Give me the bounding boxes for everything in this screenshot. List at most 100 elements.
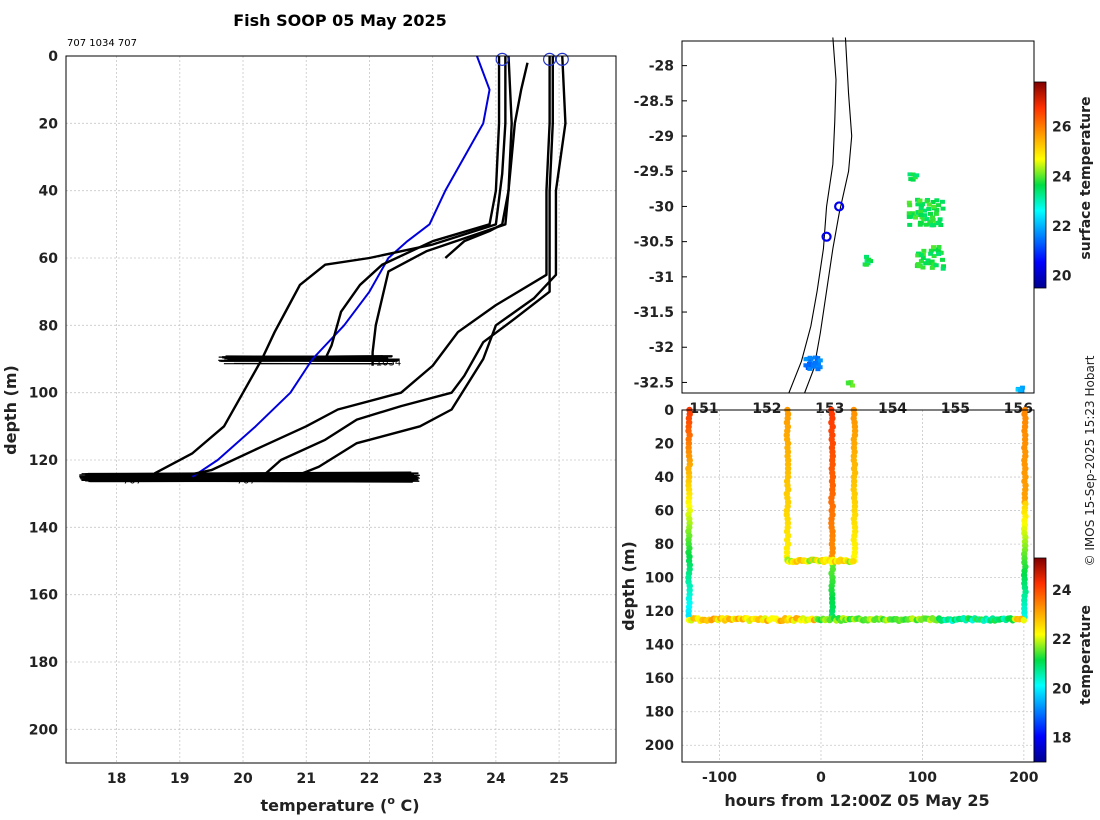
profile-line-5 [179,56,551,479]
profile-bottom-band-125m [85,479,416,482]
map-sst-pixel [927,219,933,224]
map-sst-pixel [922,213,928,218]
map-sst-pixel [815,358,821,363]
section-xlabel: hours from 12:00Z 05 May 25 [724,791,989,810]
figure-title: Fish SOOP 05 May 2025 [233,11,447,30]
map-sst-pixel [923,222,929,227]
map-sst-pixel [804,363,810,368]
map-sst-pixel [915,262,921,267]
section-ytick: 120 [645,604,674,620]
map-sst-pixel [927,211,933,216]
map-sst-pixel [934,207,940,212]
profile-ytick: 200 [29,722,58,738]
profile-bottom-label-0: 1034 [376,358,401,369]
profile-line-4 [444,62,529,259]
map-sst-pixel [931,254,937,259]
section-colorbar-tick: 24 [1052,583,1072,599]
map-sst-pixel [936,203,942,208]
map-plot: -28 -28.5 -29 -29.5 -30 -30.5 -31 -31.5 -32 -32.5… [634,37,1094,417]
section-ytick: 180 [645,705,674,721]
section-colorbar [1033,557,1047,763]
map-sst-pixel [938,222,944,227]
profile-bottom-band-125m [90,478,410,481]
map-sst-pixel [930,218,936,223]
map-sst-pixel [918,253,924,258]
section-xtick: 0 [816,770,826,786]
map-sst-pixel [924,217,930,222]
map-sst-pixel [864,254,870,259]
map-sst-pixel [928,248,934,253]
map-lat-tick: -29.5 [634,164,674,180]
section-colorbar-label: temperature [1078,605,1094,705]
map-sst-pixel [928,261,934,266]
profile-bottom-label-2: 707 [237,476,256,487]
map-sst-pixel [906,214,912,219]
map-sst-pixel [815,362,821,367]
profile-bottom-band-125m [91,476,411,480]
profile-xtick: 24 [486,771,506,787]
section-colorbar-tick: 22 [1052,632,1071,648]
map-sst-pixel [914,173,920,178]
map-sst-pixel [940,266,946,271]
profile-ylabel: depth (m) [1,365,20,455]
section-ytick: 0 [664,403,674,419]
section-colorbar-tick: 20 [1052,681,1072,697]
map-sst-pixel [907,222,913,227]
profile-ytick: 20 [39,116,59,132]
map-sst-pixel [918,206,924,211]
map-lat-tick: -32.5 [634,375,674,391]
map-sst-pixel [920,255,926,260]
map-sst-pixel [908,177,914,182]
map-sst-pixel [918,212,924,217]
profile-xtick: 23 [423,771,442,787]
map-sst-pixel [917,209,923,214]
section-colorbar-tick: 18 [1052,730,1071,746]
map-lat-tick: -32 [649,340,674,356]
map-sst-pixel [907,203,913,208]
profile-bottom-band-90m [225,356,389,359]
map-lat-tick: -31 [649,270,674,286]
map-lon-tick: 154 [878,401,907,417]
map-sst-pixel [845,380,851,385]
map-sst-pixel [915,253,921,258]
profile-ytick: 60 [39,251,59,267]
section-ytick: 200 [645,738,674,754]
profile-ytick: 160 [29,588,58,604]
map-sst-pixel [940,206,946,211]
profile-xtick: 20 [233,771,253,787]
profile-line-6 [261,56,554,478]
profile-line-0 [191,55,491,478]
map-sst-pixel [863,262,869,267]
profile-ytick: 100 [29,386,58,402]
map-colorbar-tick: 20 [1052,269,1072,285]
map-sst-pixel [935,249,941,254]
profile-line-3 [153,56,507,475]
profile-ytick: 40 [39,184,59,200]
section-ytick: 60 [655,504,675,520]
map-sst-pixel [913,215,919,220]
profile-line-2 [371,55,513,366]
map-sst-pixel [931,204,937,209]
map-sst-pixel [933,263,939,268]
map-sst-pixel [803,357,809,362]
map-sst-pixel [919,215,925,220]
map-sst-pixel [931,245,937,250]
profile-surface-marker-2 [555,52,569,66]
profile-xlabel: temperature (o C) [260,794,419,815]
profile-ytick: 80 [39,318,59,334]
section-ytick: 20 [655,437,675,453]
map-sst-pixel [936,251,942,256]
map-lat-tick: -30.5 [634,235,674,251]
map-sst-pixel [924,199,930,204]
map-sst-pixel [921,217,927,222]
map-sst-pixel [941,264,947,269]
copyright-note: © IMOS 15-Sep-2025 15:23 Hobart [1083,355,1097,566]
section-plot: -100 0 100 200 0 20 40 60 80 100 120 140 160 180 200 1… [619,403,1094,810]
map-coastline [788,37,837,394]
section-ytick: 80 [655,537,675,553]
profile-xtick: 19 [170,771,189,787]
map-lon-tick: 156 [1004,401,1033,417]
map-sst-pixel [815,367,821,372]
profile-bottom-label-1: 707 [123,476,142,487]
map-sst-pixel [866,257,872,262]
